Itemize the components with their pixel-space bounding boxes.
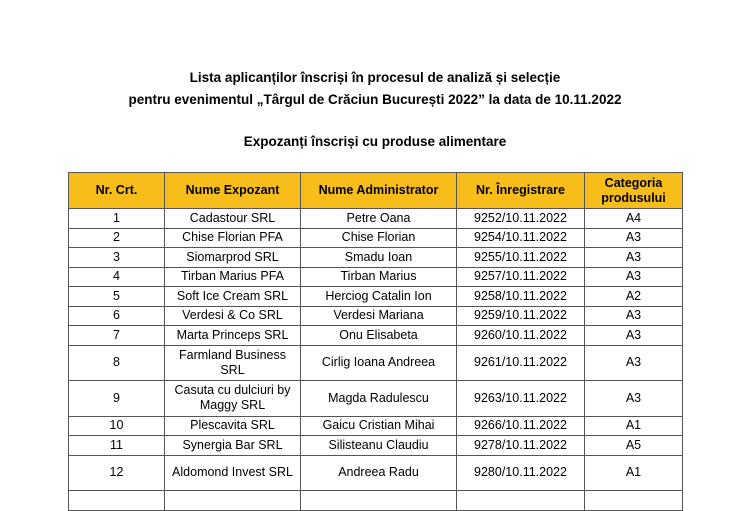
cell-categorie: A3 (584, 247, 683, 268)
cell-nr: 5 (68, 286, 165, 307)
table-row: 7 Marta Princeps SRL Onu Elisabeta 9260/10.… (68, 325, 683, 346)
cell-expozant: Casuta cu dulciuri by Maggy SRL (164, 380, 301, 417)
cell-nr: 2 (68, 227, 165, 248)
table-row-partial (68, 490, 683, 511)
cell-categorie: A1 (584, 454, 683, 491)
document-subtitle: Expozanți înscriși cu produse alimentare (243, 134, 507, 149)
cell-administrator: Chise Florian (300, 227, 457, 248)
cell-categorie: A3 (584, 344, 683, 381)
cell-expozant: Marta Princeps SRL (164, 325, 301, 346)
cell-expozant: Chise Florian PFA (164, 227, 301, 248)
cell-inregistrare: 9255/10.11.2022 (456, 247, 585, 268)
table-row: 9 Casuta cu dulciuri by Maggy SRL Magda Ra… (68, 380, 683, 417)
cell-expozant: Siomarprod SRL (164, 247, 301, 268)
header-categoria-produsului: Categoria produsului (584, 172, 683, 209)
header-nr-inregistrare: Nr. Înregistrare (456, 172, 585, 209)
cell-nr: 7 (68, 325, 165, 346)
cell-expozant: Synergia Bar SRL (164, 435, 301, 456)
cell-empty (300, 490, 457, 511)
cell-inregistrare: 9257/10.11.2022 (456, 266, 585, 287)
cell-categorie: A2 (584, 286, 683, 307)
header-nr-crt: Nr. Crt. (68, 172, 165, 209)
table-row: 8 Farmland Business SRL Cirlig Ioana Andre… (68, 344, 683, 381)
cell-nr: 11 (68, 435, 165, 456)
cell-inregistrare: 9252/10.11.2022 (456, 208, 585, 229)
table-row: 2 Chise Florian PFA Chise Florian 9254/10.1… (68, 227, 683, 248)
cell-categorie: A3 (584, 227, 683, 248)
cell-administrator: Magda Radulescu (300, 380, 457, 417)
table-row: 4 Tirban Marius PFA Tirban Marius 9257/10.1… (68, 266, 683, 287)
cell-administrator: Cirlig Ioana Andreea (300, 344, 457, 381)
cell-expozant: Soft Ice Cream SRL (164, 286, 301, 307)
header-nume-administrator: Nume Administrator (300, 172, 457, 209)
cell-categorie: A3 (584, 305, 683, 326)
cell-expozant: Verdesi & Co SRL (164, 305, 301, 326)
table-row: 10 Plescavita SRL Gaicu Cristian Mihai 9266… (68, 415, 683, 436)
table-row: 3 Siomarprod SRL Smadu Ioan 9255/10.11.2022… (68, 247, 683, 268)
cell-administrator: Gaicu Cristian Mihai (300, 415, 457, 436)
table-row: 1 Cadastour SRL Petre Oana 9252/10.11.2022 A… (68, 208, 683, 229)
cell-nr: 6 (68, 305, 165, 326)
cell-nr: 8 (68, 344, 165, 381)
table-row: 12 Aldomond Invest SRL Andreea Radu 9280/10… (68, 454, 683, 491)
cell-administrator: Smadu Ioan (300, 247, 457, 268)
cell-inregistrare: 9261/10.11.2022 (456, 344, 585, 381)
cell-administrator: Tirban Marius (300, 266, 457, 287)
exhibitors-table: Nr. Crt. Nume Expozant Nume Administrato… (68, 172, 683, 511)
cell-nr: 10 (68, 415, 165, 436)
cell-administrator: Andreea Radu (300, 454, 457, 491)
cell-expozant: Plescavita SRL (164, 415, 301, 436)
cell-categorie: A3 (584, 266, 683, 287)
cell-nr: 4 (68, 266, 165, 287)
cell-administrator: Herciog Catalin Ion (300, 286, 457, 307)
cell-inregistrare: 9278/10.11.2022 (456, 435, 585, 456)
cell-inregistrare: 9258/10.11.2022 (456, 286, 585, 307)
cell-administrator: Petre Oana (300, 208, 457, 229)
cell-expozant: Aldomond Invest SRL (164, 454, 301, 491)
table-row: 5 Soft Ice Cream SRL Herciog Catalin Ion 92… (68, 286, 683, 307)
cell-categorie: A5 (584, 435, 683, 456)
cell-expozant: Farmland Business SRL (164, 344, 301, 381)
cell-nr: 9 (68, 380, 165, 417)
cell-nr: 1 (68, 208, 165, 229)
header-nume-expozant: Nume Expozant (164, 172, 301, 209)
cell-categorie: A4 (584, 208, 683, 229)
document-title-line1: Lista aplicanților înscriși în procesul … (189, 70, 561, 85)
cell-inregistrare: 9266/10.11.2022 (456, 415, 585, 436)
cell-empty (164, 490, 301, 511)
cell-inregistrare: 9280/10.11.2022 (456, 454, 585, 491)
cell-inregistrare: 9263/10.11.2022 (456, 380, 585, 417)
cell-inregistrare: 9260/10.11.2022 (456, 325, 585, 346)
table-row: 6 Verdesi & Co SRL Verdesi Mariana 9259/10.… (68, 305, 683, 326)
cell-nr: 3 (68, 247, 165, 268)
cell-nr: 12 (68, 454, 165, 491)
cell-categorie: A1 (584, 415, 683, 436)
cell-administrator: Onu Elisabeta (300, 325, 457, 346)
cell-inregistrare: 9259/10.11.2022 (456, 305, 585, 326)
cell-expozant: Tirban Marius PFA (164, 266, 301, 287)
cell-administrator: Verdesi Mariana (300, 305, 457, 326)
cell-empty (68, 490, 165, 511)
cell-administrator: Silisteanu Claudiu (300, 435, 457, 456)
document-title-line2: pentru evenimentul „Târgul de Crăciun Bu… (128, 92, 622, 107)
cell-empty (456, 490, 585, 511)
cell-inregistrare: 9254/10.11.2022 (456, 227, 585, 248)
cell-expozant: Cadastour SRL (164, 208, 301, 229)
cell-categorie: A3 (584, 325, 683, 346)
table-row: 11 Synergia Bar SRL Silisteanu Claudiu 9278… (68, 435, 683, 456)
cell-categorie: A3 (584, 380, 683, 417)
table-header-row: Nr. Crt. Nume Expozant Nume Administrato… (68, 172, 683, 209)
cell-empty (584, 490, 683, 511)
